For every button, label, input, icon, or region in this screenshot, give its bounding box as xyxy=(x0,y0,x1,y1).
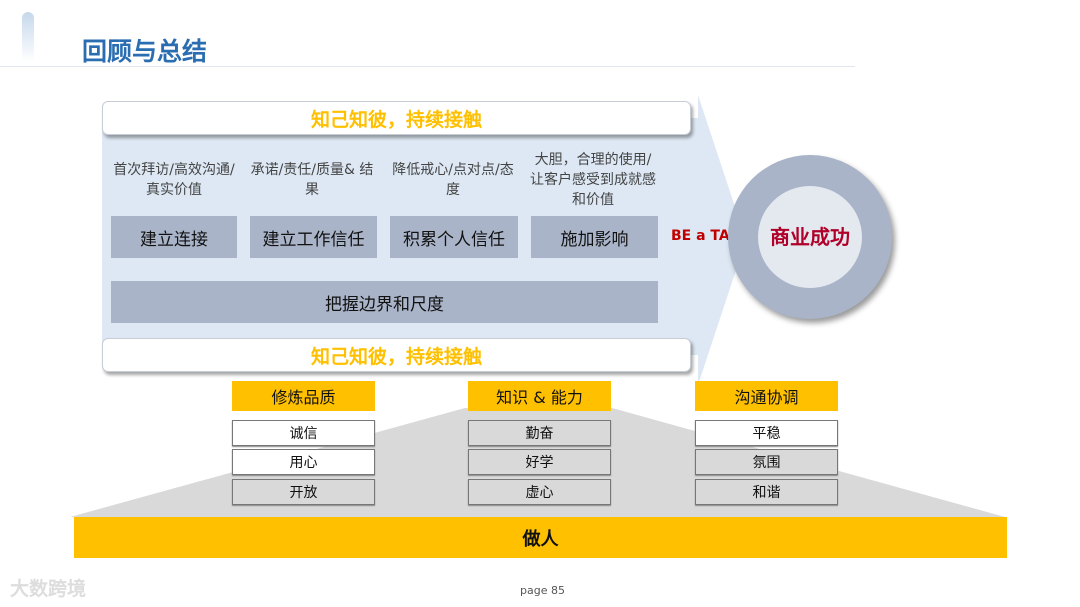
goal-label: 商业成功 xyxy=(758,186,862,288)
step-desc: 承诺/责任/质量& 结果 xyxy=(250,162,374,198)
quality-item: 勤奋 xyxy=(468,420,611,446)
quality-item: 氛围 xyxy=(695,449,838,475)
column-head: 知识 & 能力 xyxy=(468,381,611,411)
bottom-band: 知己知彼，持续接触 xyxy=(102,338,691,372)
step-desc: 首次拜访/高效沟通/真实价值 xyxy=(113,162,235,198)
divider xyxy=(0,66,855,67)
watermark-logo: 大数跨境 xyxy=(10,578,87,600)
goal-circle: 商业成功 xyxy=(728,155,892,319)
quality-item: 平稳 xyxy=(695,420,838,446)
quality-item: 用心 xyxy=(232,449,375,475)
step-desc: 大胆，合理的使用/让客户感受到成就感和价值 xyxy=(530,152,656,208)
step-box: 建立工作信任 xyxy=(250,216,377,258)
quality-item: 好学 xyxy=(468,449,611,475)
base-bar: 做人 xyxy=(74,517,1007,558)
top-band: 知己知彼，持续接触 xyxy=(102,101,691,135)
page-number: page 85 xyxy=(520,584,565,597)
quality-item: 诚信 xyxy=(232,420,375,446)
column-head: 沟通协调 xyxy=(695,381,838,411)
quality-item: 开放 xyxy=(232,479,375,505)
step-box: 建立连接 xyxy=(111,216,237,258)
step-desc: 降低戒心/点对点/态度 xyxy=(392,162,514,198)
quality-item: 虚心 xyxy=(468,479,611,505)
page-title: 回顾与总结 xyxy=(82,37,208,66)
step-box: 施加影响 xyxy=(531,216,658,258)
boundary-box: 把握边界和尺度 xyxy=(111,281,658,323)
quality-item: 和谐 xyxy=(695,479,838,505)
column-head: 修炼品质 xyxy=(232,381,375,411)
step-box: 积累个人信任 xyxy=(390,216,518,258)
be-a-ta-label: BE a TA xyxy=(671,228,730,244)
title-accent xyxy=(22,12,34,62)
